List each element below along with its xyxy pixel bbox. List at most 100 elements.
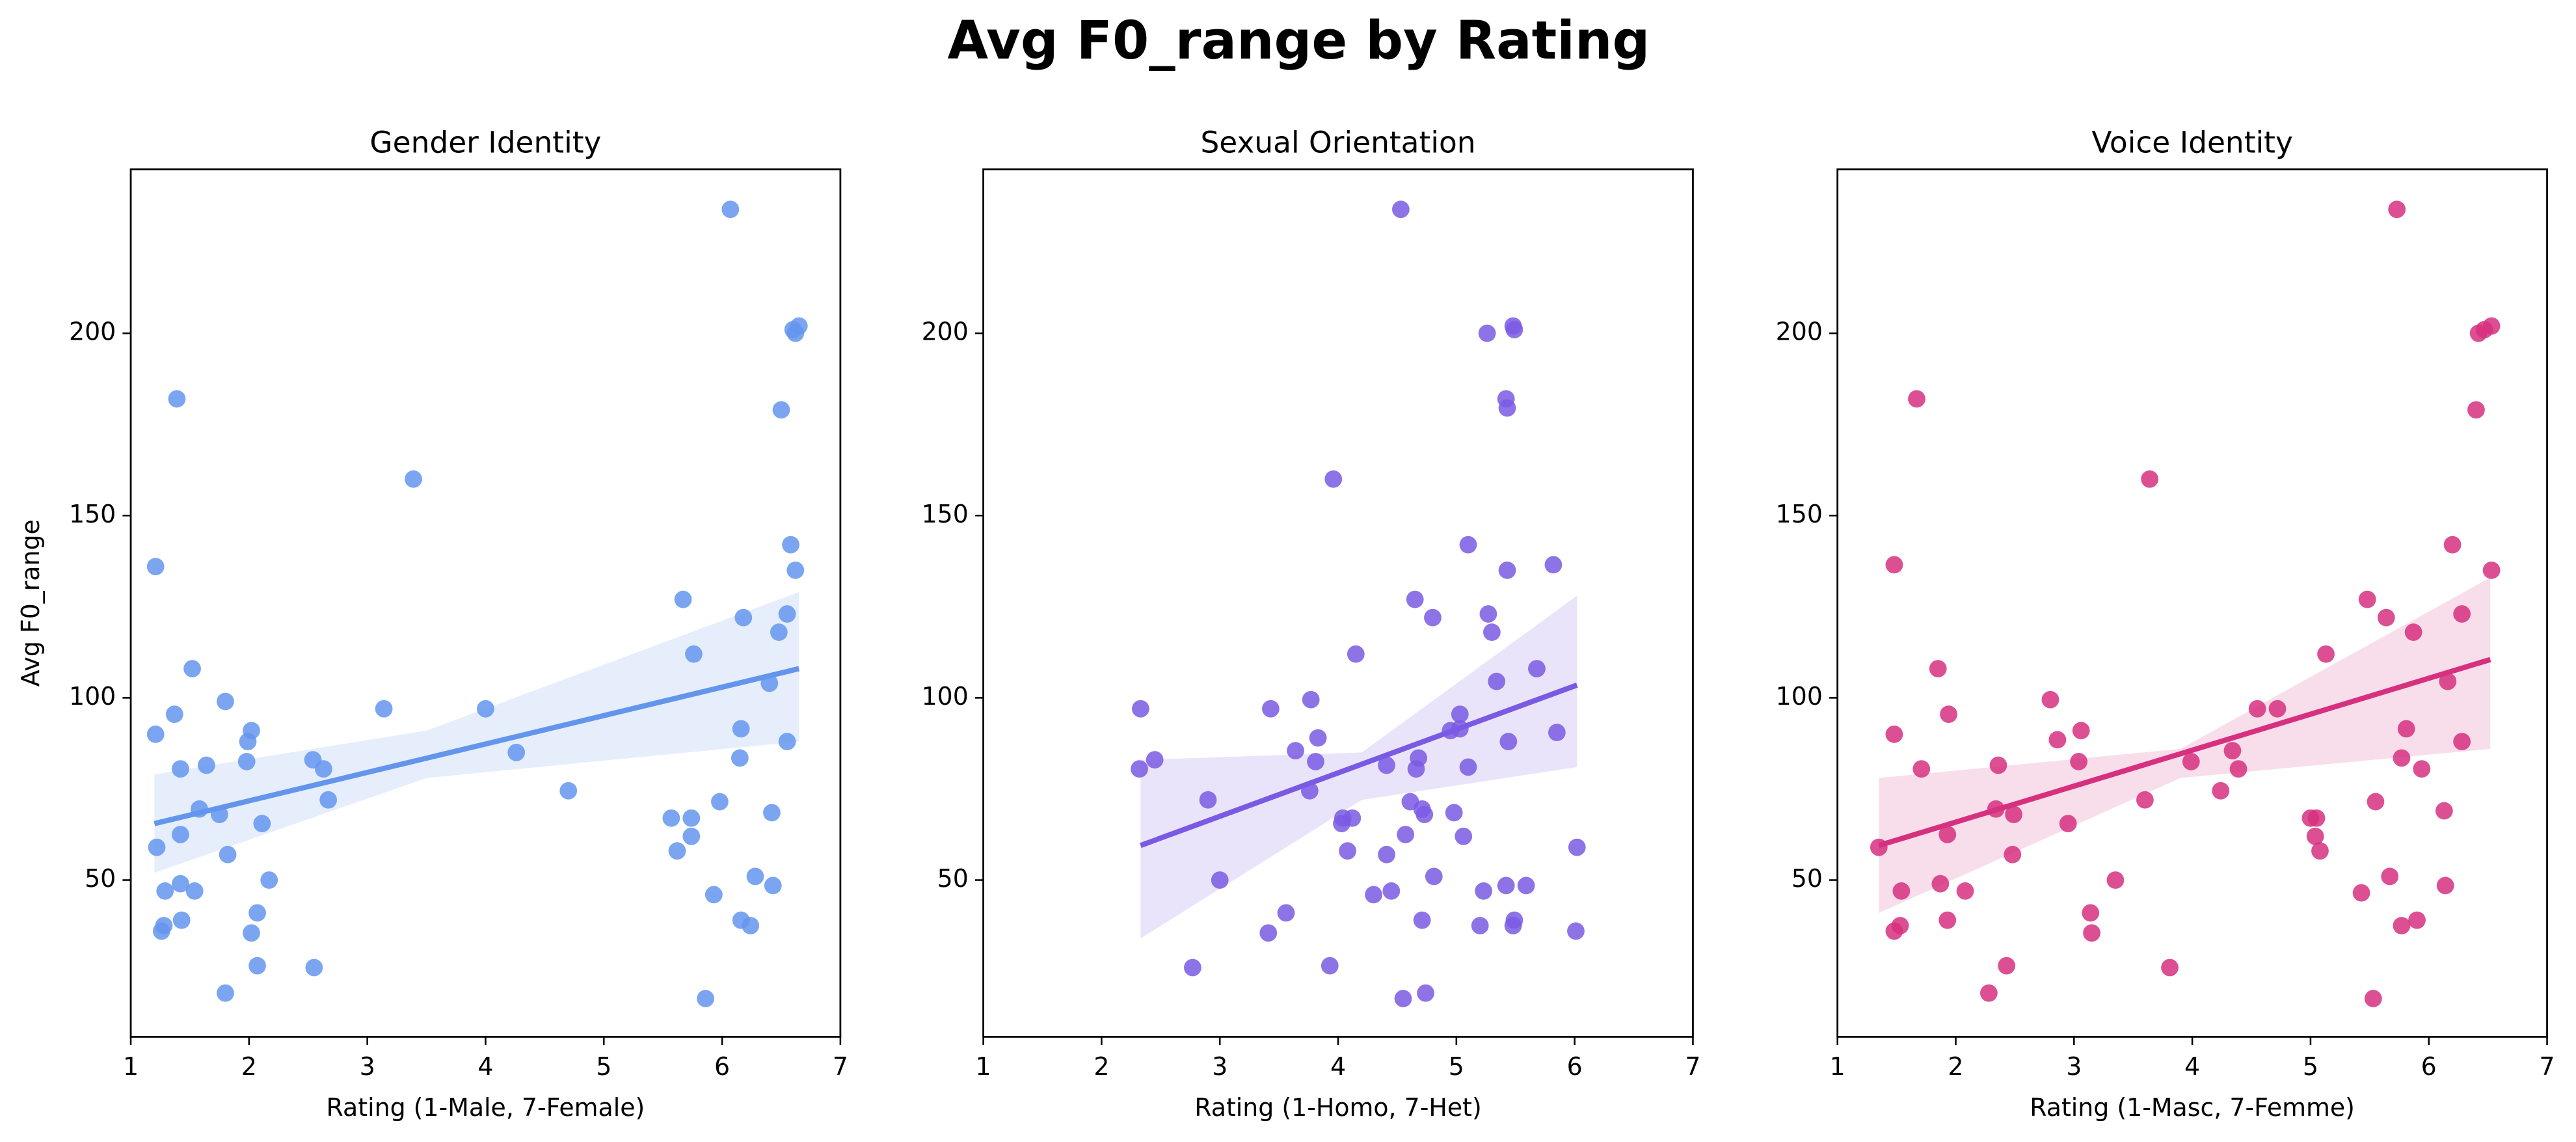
data-point [2364, 990, 2382, 1007]
data-point [786, 561, 805, 579]
data-point [721, 200, 740, 219]
data-point [1307, 753, 1324, 770]
x-axis-label: Rating (1-Homo, 7-Het) [1194, 1093, 1481, 1122]
axes-frame [982, 168, 1694, 1038]
data-point [1425, 867, 1443, 886]
data-point [2223, 742, 2242, 760]
data-point [1407, 760, 1425, 778]
x-axis-label: Rating (1-Masc, 7-Femme) [2030, 1093, 2355, 1122]
data-point [305, 958, 323, 977]
data-point [1568, 838, 1586, 856]
data-point [2352, 884, 2370, 902]
data-point [172, 911, 191, 929]
data-point [1939, 911, 1957, 929]
data-point [2306, 827, 2324, 845]
data-point [2397, 720, 2415, 738]
data-point [375, 700, 393, 718]
data-point [1998, 957, 2016, 975]
x-tick-label: 2 [1093, 1052, 1109, 1081]
data-point [2443, 536, 2462, 554]
data-point [2082, 904, 2100, 922]
data-point [248, 957, 266, 975]
data-point [704, 886, 723, 904]
data-point [1394, 990, 1412, 1007]
data-point [2072, 722, 2090, 740]
data-point [253, 815, 271, 833]
panel-title: Voice Identity [2091, 126, 2293, 160]
data-point [2106, 871, 2125, 889]
data-point [2229, 760, 2247, 778]
data-point [2307, 809, 2326, 827]
data-point [217, 984, 234, 1002]
data-point [2482, 317, 2501, 335]
data-point [156, 882, 174, 900]
data-point [682, 809, 701, 827]
data-point [248, 904, 266, 922]
x-tick-label: 1 [1830, 1052, 1845, 1081]
data-point [1504, 917, 1522, 934]
y-tick-label: 150 [1776, 500, 1823, 528]
data-point [1488, 672, 1506, 690]
data-point [711, 793, 729, 811]
x-tick-label: 4 [477, 1052, 493, 1081]
data-point [1445, 804, 1463, 822]
data-point [764, 877, 782, 895]
data-point [148, 838, 166, 856]
data-point [2413, 760, 2431, 778]
data-point [1479, 605, 1497, 623]
data-point [1339, 842, 1356, 860]
data-point [2453, 733, 2471, 751]
data-point [770, 623, 788, 641]
data-point [1277, 904, 1295, 922]
y-tick-label: 200 [69, 318, 116, 346]
data-point [152, 922, 170, 940]
data-point [1424, 608, 1442, 627]
data-point [1885, 556, 1903, 574]
data-point [2212, 782, 2230, 800]
data-point [1132, 700, 1149, 718]
y-tick-label: 100 [69, 682, 116, 711]
data-point [314, 760, 332, 778]
x-tick-label: 5 [1449, 1052, 1464, 1081]
data-point [1397, 826, 1415, 843]
data-point [2439, 672, 2457, 690]
x-tick-label: 5 [596, 1052, 611, 1081]
trend-line [1139, 682, 1578, 849]
confidence-band [154, 591, 799, 873]
data-point [1302, 690, 1320, 709]
data-point [477, 700, 494, 718]
data-point [2059, 815, 2077, 833]
data-point [1939, 826, 1957, 843]
data-point [772, 401, 790, 419]
data-point [1497, 877, 1515, 895]
data-point [1483, 623, 1501, 641]
data-point [742, 917, 760, 934]
data-point [1980, 984, 1998, 1002]
data-point [2041, 690, 2059, 709]
data-point [1199, 791, 1217, 809]
data-point [1956, 882, 1974, 900]
data-point [1912, 760, 1931, 778]
data-point [1499, 733, 1518, 751]
data-point [2404, 623, 2422, 641]
x-tick-label: 6 [2421, 1052, 2437, 1081]
data-point [2083, 924, 2100, 942]
data-point [405, 470, 422, 488]
data-point [239, 733, 257, 751]
data-point [1382, 882, 1401, 900]
panel-title: Gender Identity [369, 126, 601, 160]
data-point [1505, 321, 1523, 338]
data-point [2070, 753, 2087, 770]
data-point [1528, 660, 1546, 677]
data-point [183, 660, 201, 677]
data-point [1211, 871, 1229, 889]
data-point [219, 845, 237, 863]
x-axis-label: Rating (1-Male, 7-Female) [327, 1093, 645, 1122]
data-point [185, 882, 204, 900]
data-point [1517, 877, 1535, 895]
data-point [319, 791, 338, 809]
data-point [2182, 753, 2200, 770]
data-point [243, 924, 260, 942]
data-point [1475, 882, 1493, 900]
